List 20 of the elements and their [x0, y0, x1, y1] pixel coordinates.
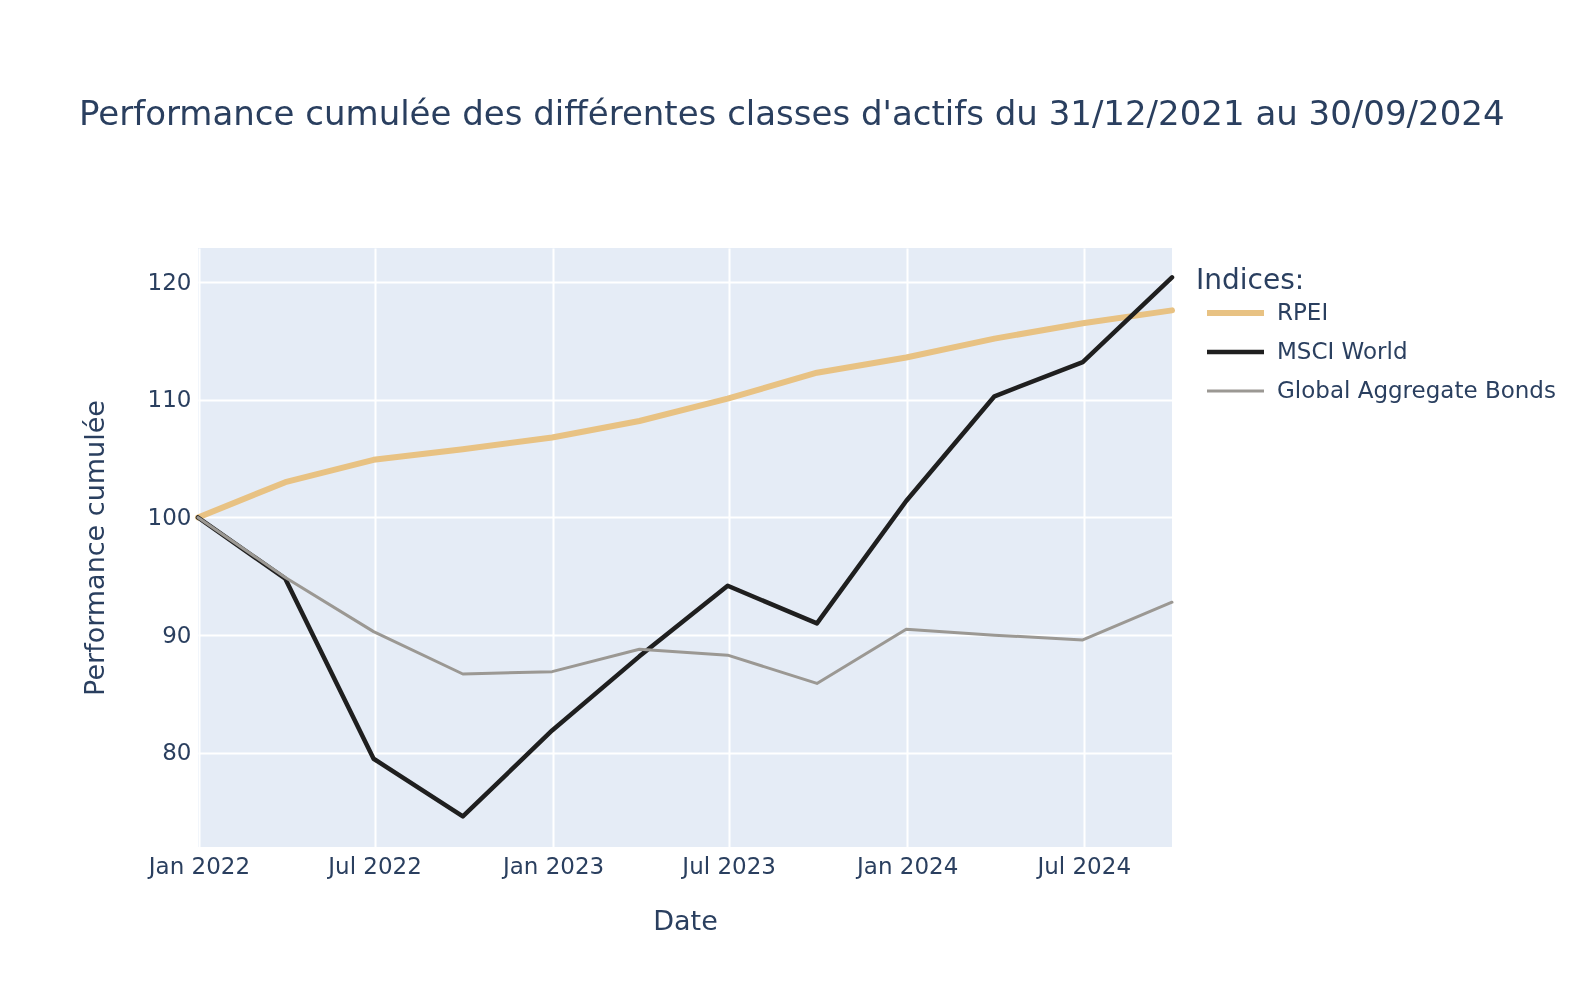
x-axis-title: Date [653, 904, 718, 936]
y-tick-label: 120 [147, 268, 192, 295]
x-tick-label: Jul 2022 [326, 852, 422, 879]
y-tick-label: 90 [162, 621, 192, 648]
x-tick-label: Jan 2023 [500, 852, 605, 879]
legend-label: RPEI [1277, 299, 1329, 325]
x-tick-label: Jan 2024 [855, 852, 959, 879]
legend-label: MSCI World [1277, 338, 1408, 364]
x-tick-label: Jul 2024 [1035, 852, 1132, 879]
chart-title: Performance cumulée des différentes classes d'actifs du 31/12/2021 au 30/09/2024 [79, 93, 1505, 133]
y-tick-label: 110 [147, 386, 192, 413]
x-tick-label: Jul 2023 [680, 852, 776, 879]
line-series [196, 515, 1174, 685]
y-tick-label: 100 [147, 503, 192, 530]
legend-title: Indices: [1196, 263, 1305, 296]
y-tick-label: 80 [162, 739, 192, 766]
legend-label: Global Aggregate Bonds [1277, 377, 1556, 403]
y-axis-title: Performance cumulée [78, 400, 110, 696]
line-series [195, 275, 1175, 819]
x-tick-label: Jan 2022 [146, 852, 251, 879]
